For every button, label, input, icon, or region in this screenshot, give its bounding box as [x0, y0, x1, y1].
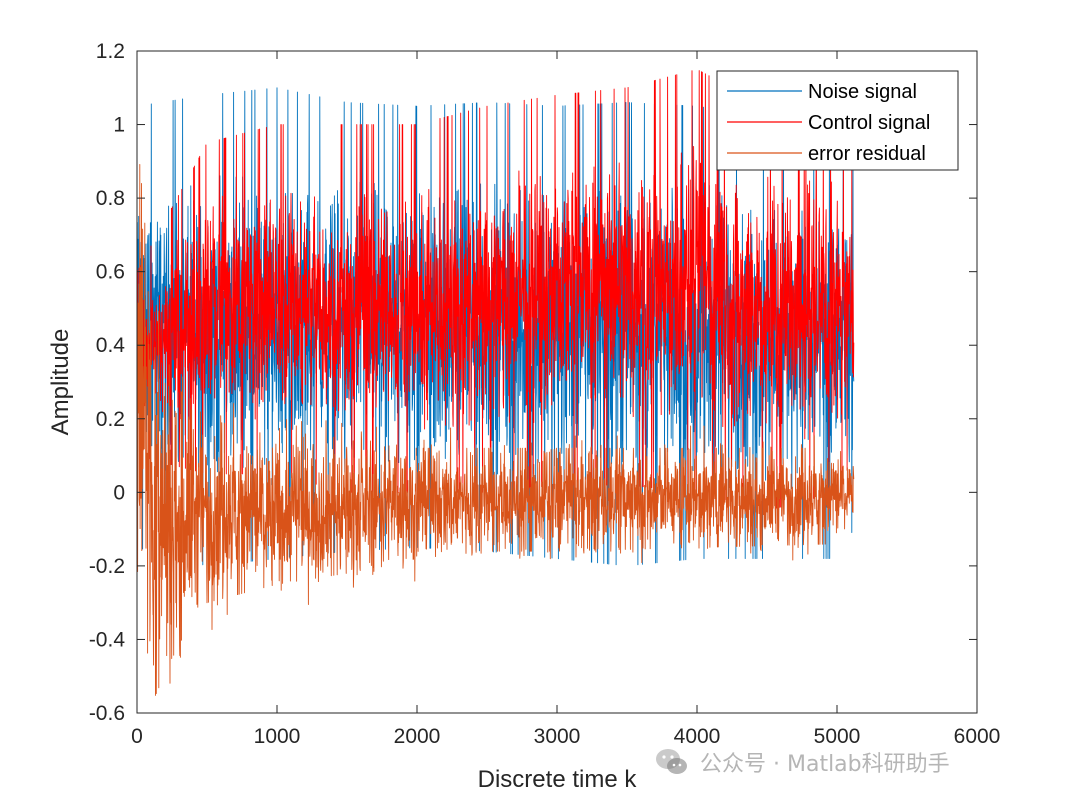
x-tick-label: 3000 — [534, 725, 581, 748]
y-tick-label: 0 — [113, 481, 125, 504]
y-tick-label: -0.4 — [89, 628, 126, 651]
x-tick-label: 0 — [131, 725, 143, 748]
series-line-control — [136, 70, 855, 510]
y-tick-label: 0.8 — [96, 187, 125, 210]
legend-label-control: Control signal — [808, 112, 930, 134]
ticks-group: 0 1000 2000 3000 4000 5000 6000 -0.6 -0.4 -0.2 0 0.… — [89, 40, 1001, 748]
series-line-error — [136, 164, 855, 696]
x-tick-label: 2000 — [394, 725, 441, 748]
wechat-icon — [656, 749, 687, 774]
x-tick-label: 4000 — [674, 725, 721, 748]
y-tick-label: 0.6 — [96, 261, 125, 284]
x-tick-label: 1000 — [254, 725, 301, 748]
x-tick-label: 5000 — [814, 725, 861, 748]
y-tick-label: 1 — [113, 114, 125, 137]
y-tick-label: -0.6 — [89, 702, 125, 725]
watermark: 公众号 · Matlab科研助手 — [652, 742, 950, 782]
watermark-text: 公众号 · Matlab科研助手 — [700, 752, 950, 777]
y-tick-label: -0.2 — [89, 555, 125, 578]
y-tick-label: 1.2 — [96, 40, 125, 63]
y-axis-label: Amplitude — [47, 329, 74, 436]
legend-label-error: error residual — [808, 143, 926, 165]
y-tick-label: 0.4 — [96, 334, 126, 357]
x-tick-label: 6000 — [954, 725, 1001, 748]
y-tick-label: 0.2 — [96, 408, 125, 431]
legend: Noise signal Control signal error residu… — [716, 70, 959, 171]
legend-label-noise: Noise signal — [808, 81, 917, 103]
x-axis-label: Discrete time k — [478, 766, 638, 793]
